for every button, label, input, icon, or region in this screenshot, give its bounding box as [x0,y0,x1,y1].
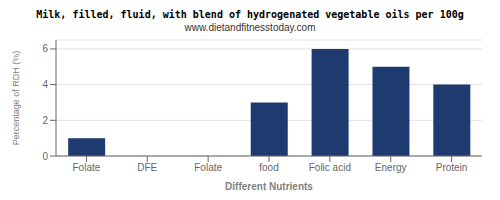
svg-text:2: 2 [42,115,48,126]
svg-text:Different Nutrients: Different Nutrients [225,181,313,192]
svg-text:Folic acid: Folic acid [309,162,351,173]
html-text:www.dietandfitnesstoday.com: www.dietandfitnesstoday.com [184,22,316,33]
svg-text:Percentage of RDH (%): Percentage of RDH (%) [11,51,21,146]
svg-text:Folate: Folate [194,162,222,173]
svg-text:0: 0 [42,151,48,162]
svg-text:Protein: Protein [436,162,468,173]
svg-text:4: 4 [42,79,48,90]
svg-text:Energy: Energy [375,162,407,173]
svg-text:Folate: Folate [73,162,101,173]
svg-text:6: 6 [42,43,48,54]
svg-text:DFE: DFE [137,162,157,173]
svg-text:food: food [259,162,278,173]
html-text:Milk, filled, fluid, with blen: Milk, filled, fluid, with blend of hydro… [36,9,464,20]
